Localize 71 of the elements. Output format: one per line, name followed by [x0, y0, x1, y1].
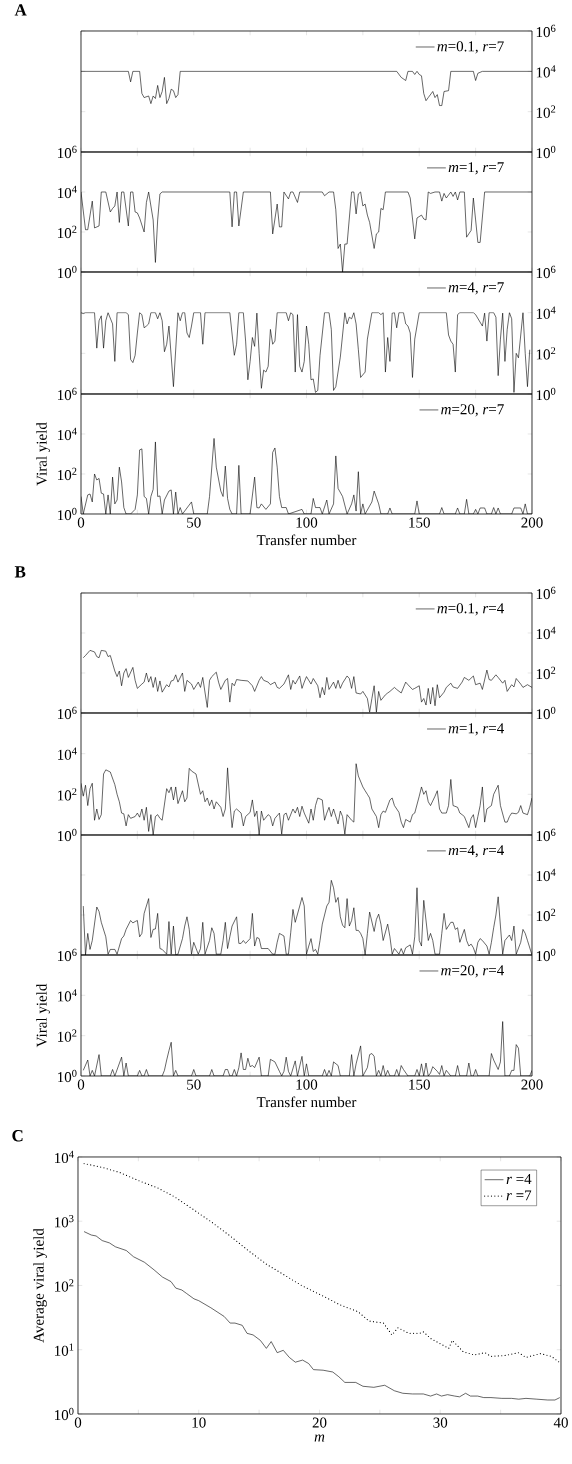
y-tick-label: 10$^{6}$: [536, 828, 556, 842]
y-tick-label: 10$^{4}$: [536, 868, 556, 882]
x-tick-label: 50: [187, 517, 201, 528]
legend-label: m=4, r=4: [448, 845, 504, 858]
y-tick-label: 10$^{2}$: [536, 347, 556, 360]
y-tick-label: 10$^{0}$: [536, 948, 556, 962]
x-tick-label: 30: [433, 1417, 448, 1428]
legend-label: m=1, r=7: [448, 162, 504, 175]
y-tick-label: 10$^{2}$: [536, 666, 556, 680]
x-tick-label: 200: [521, 1079, 543, 1090]
legend-label: r =4: [506, 1174, 532, 1184]
x-tick-label: 0: [74, 1417, 82, 1428]
x-axis-title: m: [314, 1434, 325, 1442]
y-tick-label: 10$^{0}$: [536, 387, 556, 401]
x-tick-label: 150: [409, 1079, 430, 1090]
y-tick-label: 10$^{6}$: [58, 706, 77, 720]
y-tick-label: 10$^{2}$: [55, 1279, 74, 1292]
chart-title: C: [12, 1130, 23, 1142]
y-tick-label: 10$^{0}$: [536, 145, 556, 159]
y-tick-label: 10$^{4}$: [58, 989, 77, 1002]
y-tick-label: 10$^{2}$: [536, 105, 556, 118]
y-tick-label: 10$^{4}$: [536, 306, 556, 319]
y-tick-label: 10$^{3}$: [55, 1215, 74, 1228]
y-tick-label: 10$^{2}$: [58, 788, 77, 801]
chart-title: A: [14, 4, 27, 16]
y-tick-label: 10$^{6}$: [536, 265, 556, 279]
x-tick-label: 50: [187, 1079, 201, 1090]
y-axis-title: Viral yield: [36, 983, 50, 1048]
x-tick-label: 40: [553, 1417, 568, 1428]
legend-label: m=0.1, r=4: [437, 603, 504, 616]
y-tick-label: 10$^{0}$: [58, 1069, 77, 1083]
y-tick-label: 10$^{4}$: [55, 1150, 74, 1164]
y-tick-label: 10$^{6}$: [58, 948, 77, 962]
x-tick-label: 150: [409, 517, 430, 528]
legend-label: m=4, r=7: [448, 282, 504, 295]
y-tick-label: 10$^{4}$: [58, 427, 77, 441]
y-tick-label: 10$^{0}$: [58, 265, 77, 279]
legend-label: m=20, r=7: [441, 404, 504, 417]
y-tick-label: 10$^{0}$: [58, 828, 77, 842]
y-tick-label: 10$^{0}$: [58, 507, 77, 521]
y-tick-label: 10$^{2}$: [58, 467, 77, 481]
y-tick-label: 10$^{0}$: [536, 706, 556, 720]
legend-label: r =7: [506, 1190, 532, 1201]
y-tick-label: 10$^{6}$: [536, 586, 556, 600]
y-axis-title: Average viral yield: [33, 1228, 47, 1343]
y-tick-label: 10$^{2}$: [536, 908, 556, 922]
x-axis-title: Transfer number: [256, 1096, 357, 1108]
x-tick-label: 0: [77, 1079, 85, 1090]
x-tick-label: 0: [77, 517, 85, 528]
x-tick-label: 100: [296, 1079, 318, 1090]
y-tick-label: 10$^{4}$: [536, 65, 556, 78]
y-tick-label: 10$^{4}$: [58, 185, 77, 199]
y-tick-label: 10$^{6}$: [58, 387, 77, 401]
x-tick-label: 10: [192, 1417, 206, 1428]
y-axis-title: Viral yield: [36, 422, 50, 486]
x-tick-label: 20: [312, 1417, 327, 1428]
y-tick-label: 10$^{1}$: [55, 1343, 74, 1356]
y-tick-label: 10$^{6}$: [58, 145, 77, 159]
x-tick-label: 200: [521, 517, 543, 528]
x-axis-title: Transfer number: [256, 534, 357, 546]
y-tick-label: 10$^{2}$: [58, 1029, 77, 1042]
y-tick-label: 10$^{2}$: [58, 225, 77, 239]
legend-label: m=20, r=4: [441, 965, 504, 978]
x-tick-label: 100: [296, 517, 318, 528]
y-tick-label: 10$^{0}$: [55, 1407, 74, 1421]
y-tick-label: 10$^{6}$: [536, 24, 556, 38]
legend-label: m=1, r=4: [448, 723, 504, 736]
y-tick-label: 10$^{4}$: [536, 626, 556, 640]
legend-label: m=0.1, r=7: [437, 41, 504, 54]
y-tick-label: 10$^{4}$: [58, 747, 77, 760]
chart-title: B: [14, 566, 26, 578]
